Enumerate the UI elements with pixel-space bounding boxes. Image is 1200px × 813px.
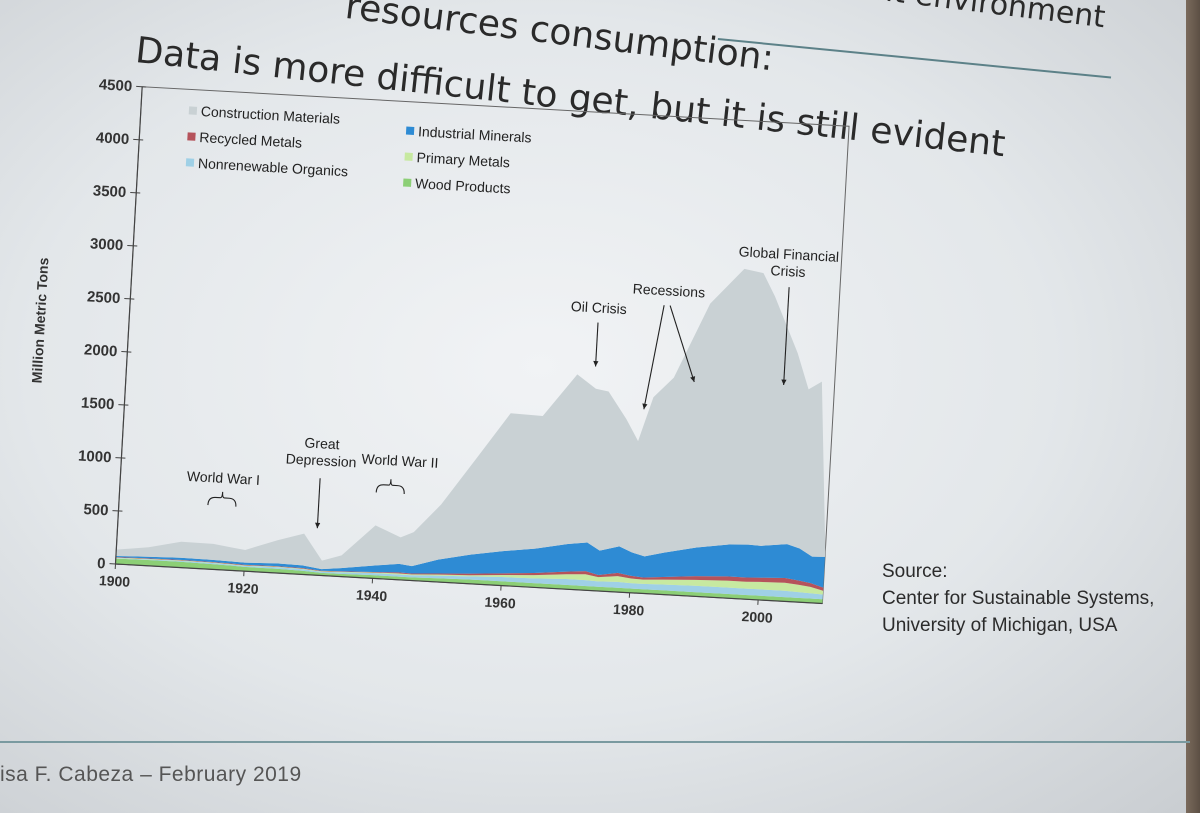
- annotation-global-financial-crisis: Global Financial: [738, 243, 839, 265]
- y-axis-line: [114, 86, 143, 565]
- legend-label: Recycled Metals: [199, 129, 302, 151]
- annotation-oil-crisis: Oil Crisis: [570, 298, 627, 317]
- legend-label: Wood Products: [415, 175, 511, 196]
- legend-swatch: [404, 152, 413, 161]
- annotation-arrowhead: [690, 376, 696, 383]
- annotation-great-depression: Depression: [285, 450, 357, 470]
- annotation-brace: [375, 479, 405, 495]
- legend-swatch: [403, 178, 412, 187]
- x-tick-label: 1960: [484, 594, 516, 612]
- annotation-arrowhead: [593, 360, 599, 367]
- source-label: Source:: [882, 561, 948, 582]
- area-series-recycled-metals: [115, 557, 824, 591]
- y-tick-label: 1000: [78, 448, 112, 467]
- y-tick-mark: [124, 298, 135, 300]
- area-series-nonrenewable-organics: [115, 558, 823, 600]
- y-tick-mark: [118, 404, 129, 406]
- y-tick-label: 500: [83, 501, 109, 519]
- y-tick-mark: [130, 191, 141, 194]
- x-tick-label: 2000: [741, 608, 773, 626]
- y-tick-label: 1500: [81, 394, 115, 413]
- y-tick-mark: [121, 351, 132, 353]
- footer-author-date: isa F. Cabeza – February 2019: [0, 763, 302, 786]
- chart-plot-group: 0 500 1000 1500 2000 2500 3000 3500 4000 4500 1900…: [28, 76, 850, 626]
- legend-label: Industrial Minerals: [418, 123, 532, 145]
- annotation-arrowhead: [315, 522, 321, 529]
- legend-label: Primary Metals: [416, 149, 510, 170]
- y-tick-label: 0: [97, 555, 106, 572]
- y-tick-mark: [127, 244, 138, 247]
- y-tick-label: 4000: [95, 129, 129, 148]
- annotation-recessions: Recessions: [632, 280, 705, 300]
- area-series-primary-metals: [115, 557, 824, 595]
- y-tick-label: 3000: [89, 235, 123, 254]
- annotation-arrowhead: [781, 379, 787, 386]
- y-tick-mark: [112, 510, 123, 512]
- source-line-1: Center for Sustainable Systems,: [882, 588, 1155, 609]
- x-tick-label: 1920: [227, 579, 259, 597]
- y-tick-label: 4500: [98, 76, 132, 95]
- x-tick-label: 1940: [356, 586, 388, 604]
- y-tick-mark: [136, 85, 147, 88]
- footer-divider: [0, 741, 1190, 743]
- y-tick-mark: [133, 138, 144, 141]
- x-tick-label: 1900: [99, 572, 131, 590]
- source-block: Source: Center for Sustainable Systems, …: [882, 558, 1154, 639]
- annotation-world-war-i: World War I: [186, 468, 260, 488]
- annotation-arrowhead: [642, 403, 648, 410]
- annotation-great-depression: Great: [304, 434, 340, 452]
- area-series-wood-products: [115, 558, 823, 604]
- area-series-industrial-minerals: [115, 542, 825, 588]
- annotation-global-financial-crisis: Crisis: [770, 262, 806, 280]
- x-axis-line: [115, 563, 823, 605]
- annotation-arrow: [643, 305, 665, 410]
- legend-label: Nonrenewable Organics: [198, 155, 349, 179]
- source-line-2: University of Michigan, USA: [882, 615, 1118, 636]
- annotation-brace: [207, 491, 237, 507]
- y-axis-label: Million Metric Tons: [28, 257, 51, 384]
- legend-swatch: [185, 158, 195, 167]
- y-tick-mark: [115, 457, 126, 459]
- annotation-world-war-ii: World War II: [361, 451, 439, 471]
- y-tick-label: 2000: [84, 341, 118, 360]
- annotation-arrow: [669, 305, 695, 383]
- annotation-arrow: [783, 287, 790, 386]
- y-tick-label: 2500: [87, 288, 121, 307]
- x-tick-label: 1980: [613, 601, 645, 619]
- area-series-construction-materials: [115, 268, 826, 570]
- y-tick-label: 3500: [92, 182, 126, 201]
- annotation-arrow: [316, 478, 321, 529]
- legend-swatch: [188, 106, 198, 115]
- annotation-arrow: [595, 322, 599, 367]
- legend-swatch: [187, 132, 196, 141]
- legend-label: Construction Materials: [200, 103, 340, 127]
- y-tick-mark: [109, 563, 120, 565]
- legend-swatch: [405, 126, 415, 135]
- projector-frame: [1186, 0, 1200, 813]
